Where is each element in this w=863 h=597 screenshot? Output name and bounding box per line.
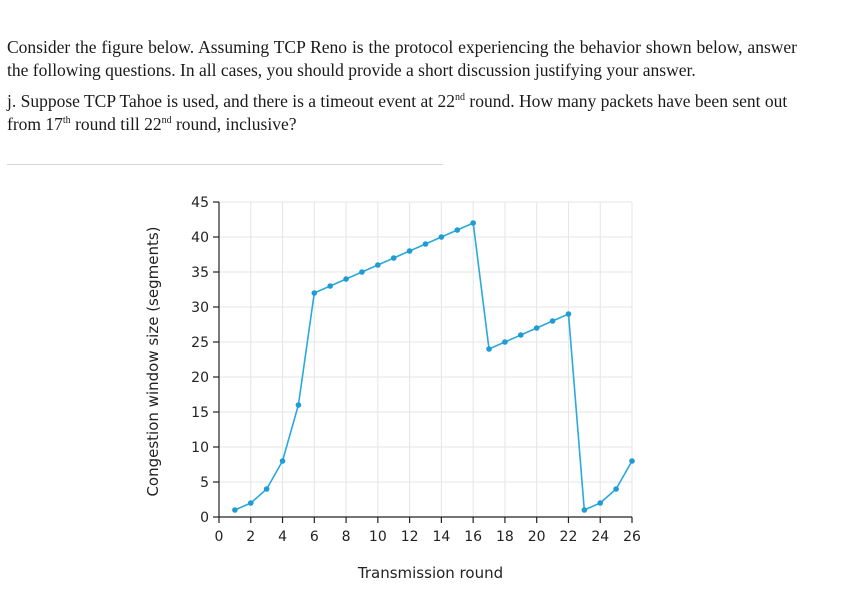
data-point-round-18 [502,339,508,345]
data-point-round-13 [422,241,429,247]
data-point-round-10 [375,262,381,268]
data-point-round-23 [581,507,588,513]
x-axis-label: Transmission round [357,564,503,582]
y-tick-label-20: 20 [191,370,209,386]
data-point-round-14 [438,234,445,240]
part-end: round, inclusive? [171,114,297,134]
x-tick-label-24: 24 [591,529,609,545]
data-point-round-19 [518,332,524,338]
series-line-0 [234,222,633,511]
grid-lines [219,201,633,517]
data-point-round-12 [406,248,413,254]
x-tick-label-20: 20 [528,529,546,545]
data-point-round-20 [533,325,540,331]
data-point-round-1 [232,507,238,513]
part-mid-1: round. How many packets have been sent o… [7,91,788,134]
y-tick-label-25: 25 [191,335,209,351]
y-tick-label-10: 10 [191,440,209,456]
part-mid-2: round till 22 [70,114,162,134]
data-point-round-8 [343,276,349,282]
x-tick-label-8: 8 [342,529,351,545]
data-point-round-5 [295,402,302,408]
x-tick-label-4: 4 [278,529,287,545]
x-tick-label-18: 18 [496,529,514,545]
x-tick-label-16: 16 [464,529,482,545]
data-point-round-21 [549,318,556,324]
x-tick-label-0: 0 [215,529,224,545]
y-tick-label-0: 0 [200,510,209,526]
part-sup-1: nd [455,92,466,104]
question-intro: Consider the figure below. Assuming TCP … [7,37,797,80]
y-tick-label-45: 45 [191,195,209,211]
series-points [232,220,635,513]
data-point-round-22 [565,311,572,317]
x-tick-label-6: 6 [310,529,319,545]
question-text: Consider the figure below. Assuming TCP … [7,36,797,136]
question-part-j: j. Suppose TCP Tahoe is used, and there … [7,90,797,136]
data-point-round-9 [359,269,365,275]
x-tick-label-10: 10 [369,529,387,545]
part-prefix: j. Suppose TCP Tahoe is used, and there … [7,91,456,111]
part-sup-2: th [62,115,71,127]
y-tick-label-15: 15 [191,405,209,421]
y-axis-label: Congestion window size (segments) [144,226,162,496]
data-point-round-4 [279,458,286,464]
part-sup-3: nd [161,115,172,127]
data-point-round-26 [629,458,635,464]
data-point-round-3 [263,486,270,492]
y-tick-label-30: 30 [191,300,209,316]
x-tick-label-12: 12 [401,529,419,545]
data-point-round-7 [327,283,333,289]
data-point-round-2 [247,500,254,506]
data-point-round-25 [613,486,619,492]
y-tick-label-40: 40 [191,230,209,246]
series-lines [234,222,633,511]
data-point-round-17 [486,346,492,352]
y-tick-label-35: 35 [191,265,209,281]
data-point-round-6 [311,290,318,296]
x-tick-label-26: 26 [623,529,641,545]
axes [213,201,633,523]
data-point-round-24 [597,500,604,506]
data-point-round-16 [470,220,476,226]
x-tick-label-22: 22 [560,529,578,545]
data-point-round-11 [390,255,397,261]
data-point-round-15 [454,227,461,233]
text-divider [7,164,443,165]
x-tick-label-14: 14 [432,529,450,545]
y-tick-label-5: 5 [200,475,209,491]
x-tick-label-2: 2 [246,529,255,545]
